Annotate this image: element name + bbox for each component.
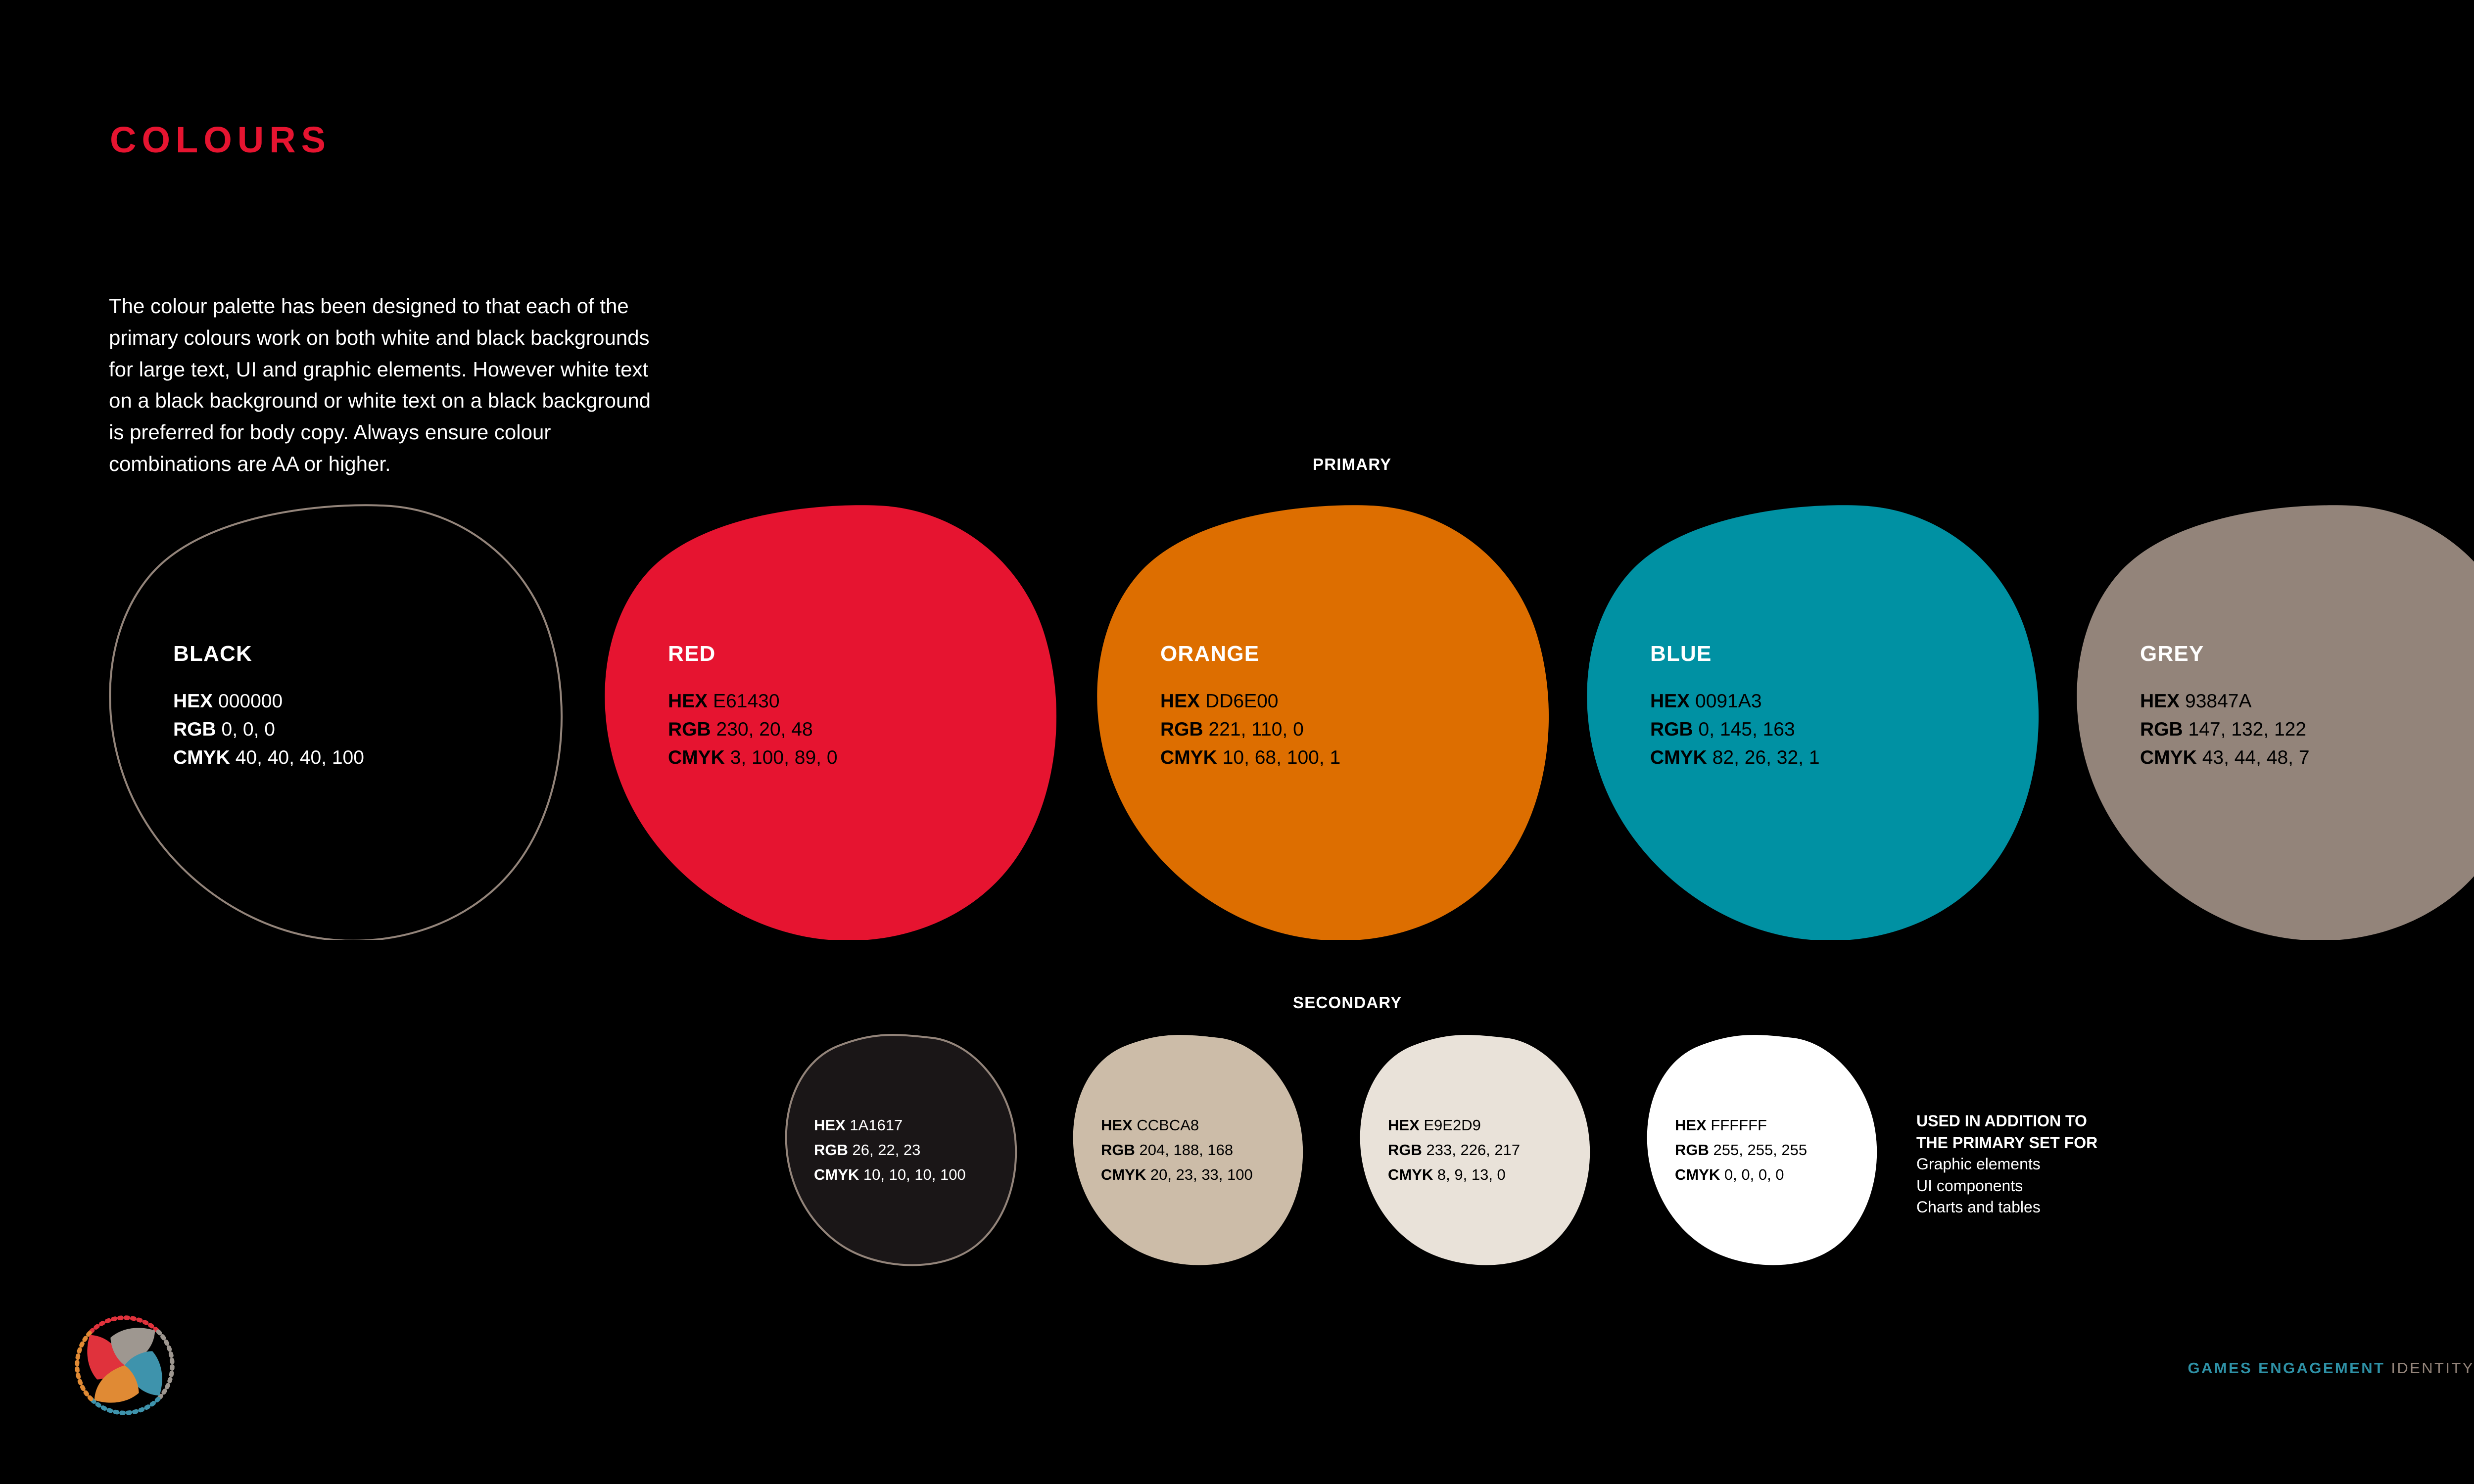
usage-note: USED IN ADDITION TO THE PRIMARY SET FOR … [1916,1111,2292,1218]
section-label-primary: PRIMARY [1313,455,1392,473]
blob-path [1360,1035,1590,1265]
usage-note-heading-line-1: USED IN ADDITION TO [1916,1112,2087,1130]
colour-swatch-orange[interactable]: ORANGE HEX DD6E00 RGB 221, 110, 0 CMYK 1… [1081,495,1566,940]
spec-rgb: RGB 233, 226, 217 [1388,1141,1521,1159]
blob-path [109,504,563,940]
spec-hex: HEX FFFFFF [1675,1116,1767,1134]
swatch-specs: HEX CCBCA8 RGB 204, 188, 168 CMYK 20, 23… [1101,1113,1309,1188]
spec-cmyk: CMYK 20, 23, 33, 100 [1101,1166,1253,1184]
page-title: COLOURS [110,119,331,160]
swatch-name-blue: BLUE [1650,642,1712,666]
swatch-specs: HEX E9E2D9 RGB 233, 226, 217 CMYK 8, 9, … [1388,1113,1596,1188]
swatch-body: BLUE HEX 0091A3 RGB 0, 145, 163 CMYK 82,… [1650,643,2026,772]
spec-hex: HEX DD6E00 [1160,691,1279,712]
swatch-body: HEX CCBCA8 RGB 204, 188, 168 CMYK 20, 23… [1101,1113,1309,1188]
spec-cmyk: CMYK 3, 100, 89, 0 [668,746,838,768]
blob-path [2077,505,2474,940]
colour-swatch-grey[interactable]: GREY HEX 93847A RGB 147, 132, 122 CMYK 4… [2061,495,2474,940]
section-label-secondary: SECONDARY [1293,993,1402,1012]
spec-hex: HEX E9E2D9 [1388,1116,1481,1134]
blob-shape-red [605,505,1056,940]
swatch-name-red: RED [668,642,716,666]
spec-rgb: RGB 204, 188, 168 [1101,1141,1234,1159]
spec-hex: HEX CCBCA8 [1101,1116,1199,1134]
spec-rgb: RGB 221, 110, 0 [1160,718,1304,740]
footer-brand: GAMES ENGAGEMENT IDENTITY GUIDELINES [2188,1359,2474,1377]
blob-path [1097,505,1549,940]
blob-shape-secondary-tan [1073,1035,1303,1265]
swatch-name-black: BLACK [173,642,252,666]
games-engagement-logo-icon [75,1315,175,1415]
spec-rgb: RGB 26, 22, 23 [814,1141,921,1159]
spec-hex: HEX E61430 [668,691,780,712]
footer-brand-primary: GAMES ENGAGEMENT [2188,1359,2385,1377]
swatch-name-grey: GREY [2140,642,2204,666]
blob-shape-grey [2077,505,2474,940]
swatch-body: RED HEX E61430 RGB 230, 20, 48 CMYK 3, 1… [668,643,1044,772]
spec-rgb: RGB 0, 145, 163 [1650,718,1795,740]
blob-shape-secondary-cream [1360,1035,1590,1265]
swatch-specs: HEX 0091A3 RGB 0, 145, 163 CMYK 82, 26, … [1650,688,2026,772]
colour-swatch-red[interactable]: RED HEX E61430 RGB 230, 20, 48 CMYK 3, 1… [589,495,1074,940]
intro-paragraph: The colour palette has been designed to … [109,294,651,476]
colour-swatch-secondary-e9e2d9[interactable]: HEX E9E2D9 RGB 233, 226, 217 CMYK 8, 9, … [1357,1029,1595,1266]
spec-hex: HEX 1A1617 [814,1116,903,1134]
usage-note-item-graphic-elements: Graphic elements [1916,1155,2041,1173]
secondary-swatch-row: HEX 1A1617 RGB 26, 22, 23 CMYK 10, 10, 1… [0,1029,2474,1281]
swatch-body: HEX FFFFFF RGB 255, 255, 255 CMYK 0, 0, … [1675,1113,1883,1188]
spec-cmyk: CMYK 8, 9, 13, 0 [1388,1166,1506,1184]
blob-shape-blue [1587,505,2039,940]
blob-shape-secondary-dark [785,1034,1017,1266]
colour-swatch-black[interactable]: BLACK HEX 000000 RGB 0, 0, 0 CMYK 40, 40… [94,495,579,940]
blob-path [605,505,1056,940]
spec-hex: HEX 0091A3 [1650,691,1762,712]
spec-hex: HEX 93847A [2140,691,2252,712]
colour-swatch-secondary-ffffff[interactable]: HEX FFFFFF RGB 255, 255, 255 CMYK 0, 0, … [1644,1029,1882,1266]
spec-rgb: RGB 255, 255, 255 [1675,1141,1808,1159]
spec-rgb: RGB 230, 20, 48 [668,718,813,740]
spec-cmyk: CMYK 40, 40, 40, 100 [173,746,364,768]
blob-path [785,1034,1017,1266]
usage-note-item-charts-and-tables: Charts and tables [1916,1198,2041,1216]
spec-cmyk: CMYK 10, 10, 10, 100 [814,1166,966,1184]
swatch-body: BLACK HEX 000000 RGB 0, 0, 0 CMYK 40, 40… [173,643,549,772]
swatch-body: HEX E9E2D9 RGB 233, 226, 217 CMYK 8, 9, … [1388,1113,1596,1188]
colour-swatch-secondary-1a1617[interactable]: HEX 1A1617 RGB 26, 22, 23 CMYK 10, 10, 1… [783,1029,1021,1266]
usage-note-heading-line-2: THE PRIMARY SET FOR [1916,1133,2098,1152]
spec-cmyk: CMYK 82, 26, 32, 1 [1650,746,1820,768]
usage-note-item-ui-components: UI components [1916,1176,2023,1195]
swatch-body: ORANGE HEX DD6E00 RGB 221, 110, 0 CMYK 1… [1160,643,1536,772]
spec-rgb: RGB 0, 0, 0 [173,718,275,740]
blob-path [1587,505,2039,940]
swatch-specs: HEX E61430 RGB 230, 20, 48 CMYK 3, 100, … [668,688,1044,772]
spec-cmyk: CMYK 10, 68, 100, 1 [1160,746,1341,768]
colour-swatch-blue[interactable]: BLUE HEX 0091A3 RGB 0, 145, 163 CMYK 82,… [1571,495,2056,940]
swatch-name-orange: ORANGE [1160,642,1260,666]
spec-hex: HEX 000000 [173,691,283,712]
swatch-specs: HEX DD6E00 RGB 221, 110, 0 CMYK 10, 68, … [1160,688,1536,772]
footer-brand-secondary: IDENTITY GUIDELINES [2391,1359,2474,1377]
blob-shape-black [109,504,563,940]
blob-path [1073,1035,1303,1265]
swatch-specs: HEX 000000 RGB 0, 0, 0 CMYK 40, 40, 40, … [173,688,549,772]
swatch-body: GREY HEX 93847A RGB 147, 132, 122 CMYK 4… [2140,643,2474,772]
blob-path [1647,1035,1877,1265]
swatch-specs: HEX FFFFFF RGB 255, 255, 255 CMYK 0, 0, … [1675,1113,1883,1188]
spec-cmyk: CMYK 0, 0, 0, 0 [1675,1166,1784,1184]
blob-shape-orange [1097,505,1549,940]
swatch-specs: HEX 1A1617 RGB 26, 22, 23 CMYK 10, 10, 1… [814,1113,1022,1188]
spec-cmyk: CMYK 43, 44, 48, 7 [2140,746,2310,768]
blob-shape-secondary-white [1647,1035,1877,1265]
swatch-specs: HEX 93847A RGB 147, 132, 122 CMYK 43, 44… [2140,688,2474,772]
colour-swatch-secondary-ccbca8[interactable]: HEX CCBCA8 RGB 204, 188, 168 CMYK 20, 23… [1070,1029,1308,1266]
swatch-body: HEX 1A1617 RGB 26, 22, 23 CMYK 10, 10, 1… [814,1113,1022,1188]
spec-rgb: RGB 147, 132, 122 [2140,718,2307,740]
primary-swatch-row: BLACK HEX 000000 RGB 0, 0, 0 CMYK 40, 40… [0,495,2474,940]
